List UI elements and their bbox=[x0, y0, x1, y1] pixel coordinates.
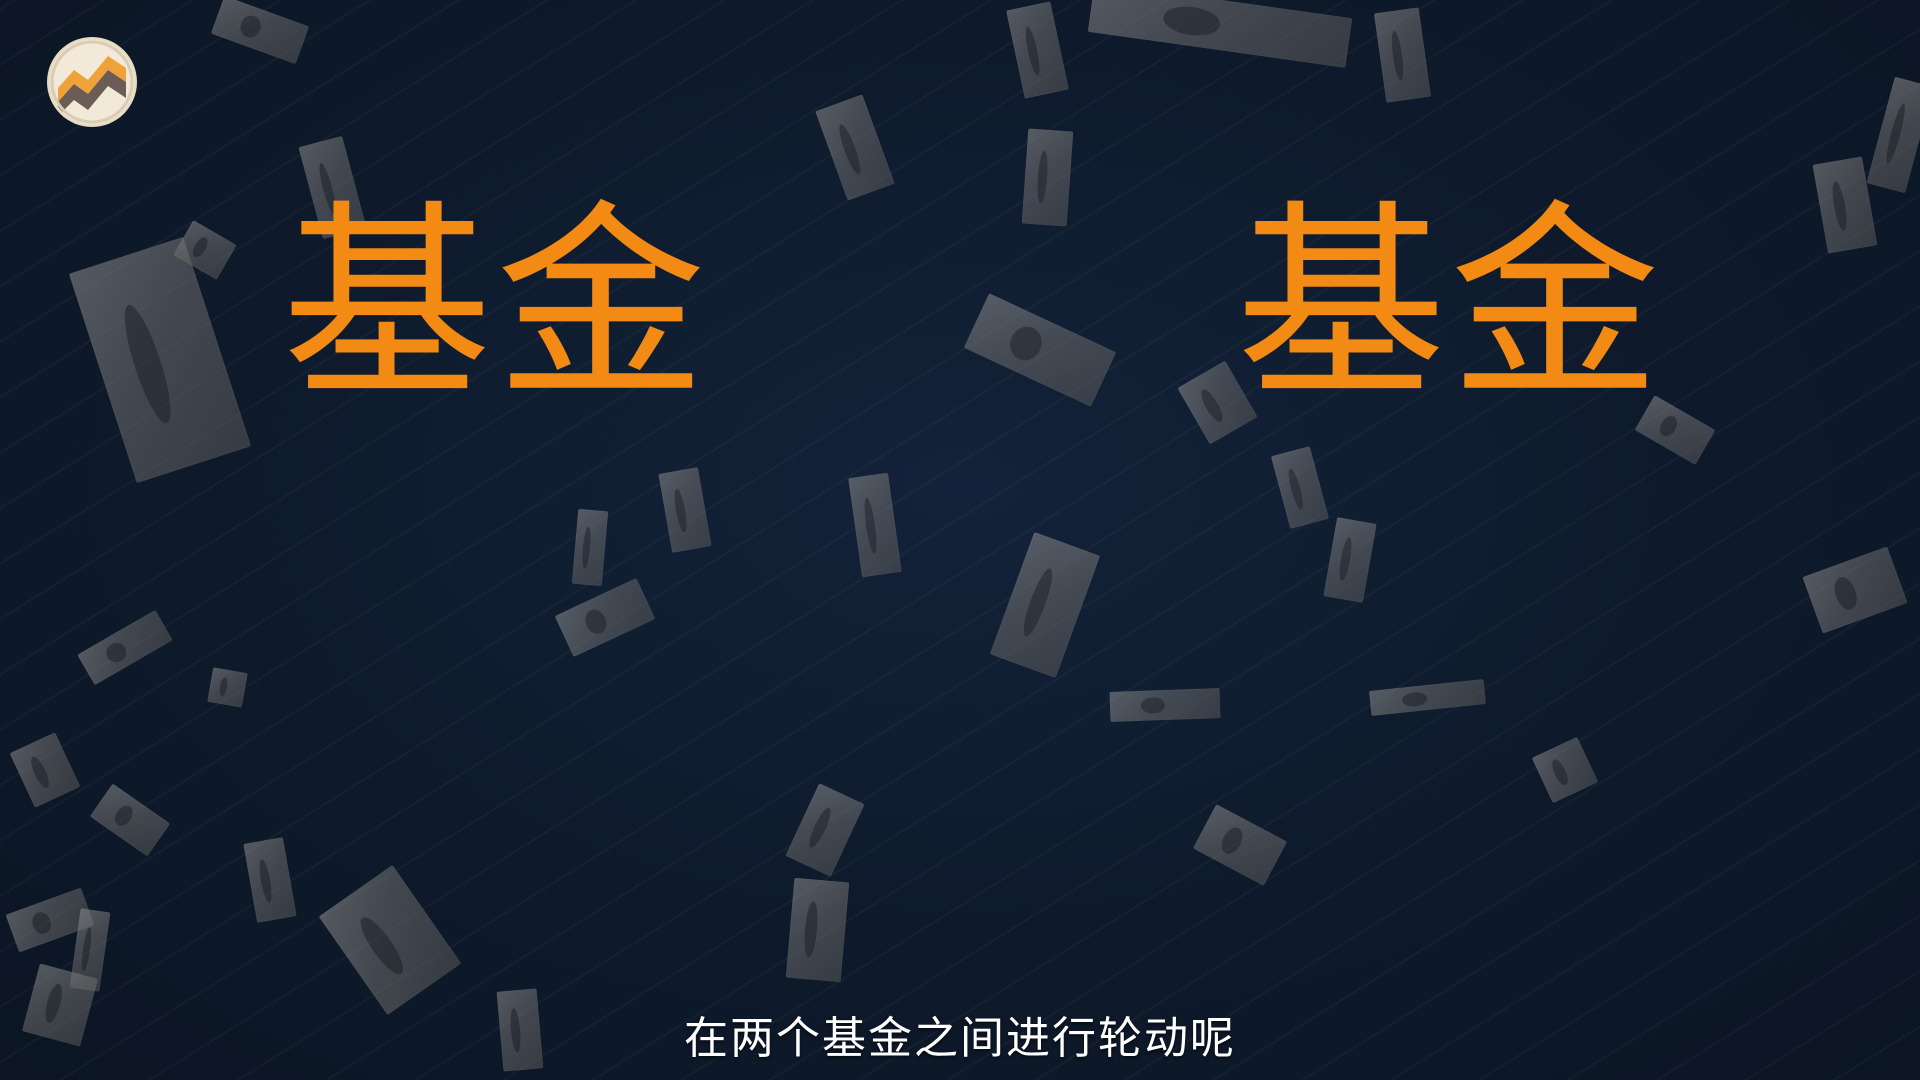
dollar-bill-icon bbox=[1270, 446, 1330, 529]
dollar-bill-icon bbox=[1192, 804, 1288, 886]
dollar-bill-icon bbox=[1021, 128, 1074, 227]
dollar-bill-icon bbox=[815, 94, 895, 201]
dollar-bill-icon bbox=[785, 783, 865, 877]
dollar-bill-icon bbox=[210, 0, 310, 65]
dollar-bill-icon bbox=[1812, 156, 1878, 254]
dollar-bill-icon bbox=[554, 578, 656, 657]
dollar-bill-icon bbox=[571, 508, 609, 587]
dollar-bill-icon bbox=[207, 667, 248, 708]
dollar-bill-icon bbox=[68, 236, 252, 484]
rising-chart-logo-icon bbox=[50, 40, 134, 124]
subtitle-caption: 在两个基金之间进行轮动呢 bbox=[684, 1013, 1236, 1064]
dollar-bill-icon bbox=[1369, 679, 1486, 716]
headline-right-word: 基金 bbox=[1236, 182, 1665, 427]
dollar-bill-icon bbox=[89, 783, 171, 857]
dollar-bill-icon bbox=[1109, 688, 1221, 722]
dollar-bill-icon bbox=[1323, 517, 1377, 603]
dollar-bill-icon bbox=[77, 609, 173, 686]
dollar-bill-icon bbox=[243, 837, 297, 923]
dollar-bill-icon bbox=[658, 467, 712, 553]
dollar-bill-icon bbox=[1087, 0, 1353, 68]
dollar-bill-icon bbox=[1006, 1, 1069, 99]
dollar-bill-icon bbox=[1531, 736, 1599, 804]
dollar-bill-icon bbox=[1866, 76, 1920, 194]
dollar-bill-icon bbox=[9, 732, 81, 808]
dollar-bill-icon bbox=[1373, 7, 1432, 103]
dollar-bill-icon bbox=[1802, 546, 1908, 634]
channel-logo bbox=[50, 40, 134, 124]
dollar-bill-icon bbox=[785, 877, 850, 983]
dollar-bill-icon bbox=[848, 472, 902, 578]
dollar-bill-icon bbox=[318, 865, 462, 1015]
dollar-bill-icon bbox=[989, 531, 1101, 679]
dollar-bill-icon bbox=[963, 293, 1117, 407]
headline-left-word: 基金 bbox=[282, 182, 711, 427]
